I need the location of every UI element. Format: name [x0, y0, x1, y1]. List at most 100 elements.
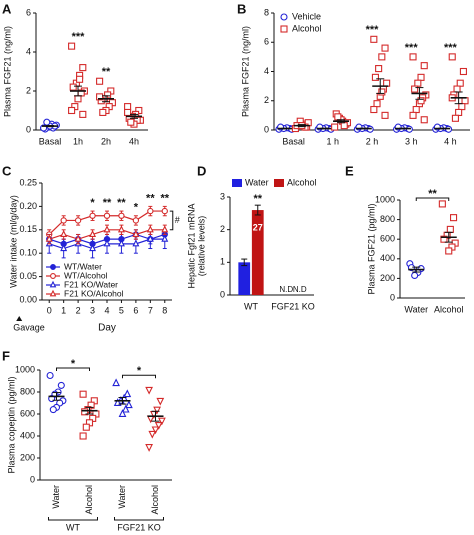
data-point — [373, 100, 381, 108]
y-tick-label: 3 — [220, 191, 225, 201]
data-point — [417, 73, 425, 81]
panel-label: A — [2, 1, 12, 16]
data-point — [79, 64, 87, 72]
significance: ** — [102, 66, 111, 78]
data-point — [459, 67, 467, 76]
data-point — [117, 239, 125, 247]
data-point — [103, 225, 111, 233]
data-point — [153, 406, 161, 415]
significance-bracket — [56, 367, 90, 371]
data-point — [74, 95, 82, 103]
data-point — [146, 225, 154, 233]
data-point — [145, 444, 153, 452]
x-tick-label: FGF21 KO — [271, 301, 315, 311]
data-point — [89, 230, 97, 238]
significance: *** — [72, 31, 86, 43]
significance: *** — [366, 24, 380, 36]
data-point — [49, 406, 57, 414]
data-point — [148, 430, 157, 439]
y-tick-label: 800 — [380, 214, 395, 224]
y-axis-label: Plasma FGF21 (pg/ml) — [366, 203, 376, 294]
y-axis-label: Water intake (ml/g/day) — [8, 195, 18, 288]
x-tick-label: Alcohol — [434, 304, 464, 314]
y-tick-label: 600 — [380, 234, 395, 244]
data-point — [118, 409, 127, 417]
significance: *** — [444, 42, 458, 54]
y-tick-label: 0 — [390, 292, 395, 302]
data-point — [79, 432, 87, 440]
legend-label: F21 KO/Alcohol — [64, 288, 124, 298]
data-point — [411, 85, 419, 93]
data-point — [124, 103, 132, 111]
legend-label: Alcohol — [292, 23, 322, 33]
data-point — [124, 108, 132, 116]
significance: ** — [103, 197, 112, 209]
data-point — [340, 122, 348, 130]
significance-bracket — [169, 210, 174, 231]
data-point — [121, 404, 130, 413]
group-label: WT — [66, 522, 80, 532]
y-axis-label: Plasma FGF21 (ng/ml) — [240, 26, 250, 117]
y-tick-label: 400 — [380, 253, 395, 263]
x-axis-label: Day — [98, 323, 116, 334]
x-tick-label: 0 — [47, 305, 52, 315]
y-tick-label: 0.10 — [19, 248, 37, 258]
x-tick-label: 2 h — [366, 136, 379, 146]
y-tick-label: 0 — [26, 124, 31, 134]
x-tick-label: 4 — [104, 305, 109, 315]
significance: * — [137, 365, 142, 377]
y-tick-label: 2 — [26, 85, 31, 95]
significance: ** — [160, 192, 169, 204]
legend-marker — [49, 289, 57, 297]
significance: ** — [253, 193, 262, 205]
data-point — [375, 65, 383, 73]
legend-marker — [49, 280, 57, 288]
data-point — [60, 244, 68, 252]
y-tick-label: 0 — [30, 474, 35, 484]
data-point — [60, 217, 67, 224]
data-point — [334, 113, 342, 121]
data-point — [154, 422, 163, 430]
significance-bracket — [122, 374, 156, 379]
x-tick-label: 2h — [101, 136, 111, 146]
y-tick-label: 2 — [220, 224, 225, 234]
data-point — [455, 108, 463, 116]
data-point — [43, 118, 51, 126]
data-point — [440, 235, 448, 243]
data-point — [448, 53, 456, 61]
data-point — [161, 207, 168, 215]
y-axis-label: Plasma FGF21 (ng/ml) — [2, 26, 12, 117]
y-axis-label: Plasma copeptin (pg/ml) — [6, 376, 16, 473]
data-point — [132, 239, 140, 247]
data-point — [412, 105, 420, 114]
legend-marker — [280, 13, 288, 21]
x-tick-label: 4h — [129, 136, 139, 146]
data-point — [79, 390, 87, 398]
data-point — [161, 234, 169, 242]
x-tick-label: Basal — [282, 136, 305, 146]
x-tick-label: Alcohol — [150, 485, 160, 515]
x-tick-label: 7 — [148, 305, 153, 315]
legend-label: Alcohol — [287, 177, 317, 187]
significance: * — [90, 197, 95, 209]
panel-label: F — [2, 348, 10, 363]
data-point — [381, 111, 389, 119]
data-point — [445, 247, 453, 255]
data-point — [461, 97, 469, 105]
data-point — [45, 234, 53, 242]
significance: # — [175, 215, 180, 225]
y-tick-label: 1000 — [375, 194, 395, 204]
group-bracket — [114, 517, 164, 521]
legend-marker — [50, 273, 56, 279]
data-point — [82, 423, 90, 431]
y-tick-label: 1 — [220, 257, 225, 267]
legend-label: Vehicle — [292, 11, 321, 21]
data-point — [449, 214, 458, 222]
y-tick-label: 600 — [20, 408, 35, 418]
bar — [251, 210, 264, 295]
legend-label: WT/Alcohol — [64, 270, 108, 280]
data-point — [409, 111, 417, 119]
significance: * — [71, 358, 76, 370]
data-point — [453, 85, 461, 93]
data-point — [438, 200, 446, 208]
